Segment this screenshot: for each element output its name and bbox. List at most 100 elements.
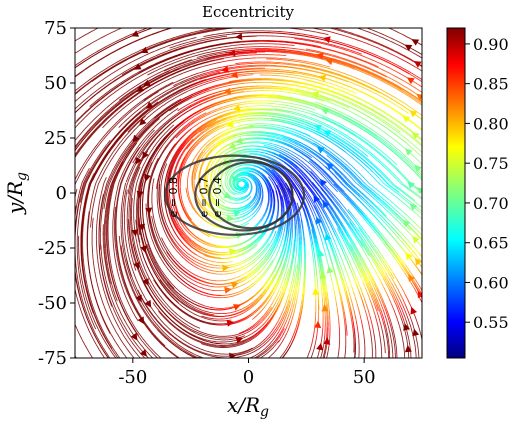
- streamline-segment: [404, 269, 409, 275]
- streamline-segment: [413, 287, 418, 294]
- streamline-segment: [131, 248, 134, 255]
- streamline-segment: [245, 264, 252, 268]
- streamline-segment: [330, 153, 336, 159]
- streamline-segment: [361, 199, 367, 205]
- streamline-segment: [334, 183, 340, 189]
- streamline-segment: [132, 177, 135, 184]
- streamline-segment: [241, 264, 248, 268]
- streamline-segment: [327, 248, 331, 255]
- streamline-segment: [171, 292, 177, 298]
- streamline-segment: [339, 233, 344, 240]
- streamline-segment: [397, 288, 401, 294]
- streamline-segment: [154, 351, 160, 357]
- streamline-segment: [210, 279, 217, 282]
- streamline-segment: [293, 166, 300, 172]
- streamline-segment: [107, 210, 109, 217]
- streamline-segment: [190, 301, 197, 306]
- streamline-segment: [329, 254, 332, 261]
- streamline-segment: [294, 184, 299, 191]
- streamline-segment: [156, 339, 162, 345]
- streamline-segment: [408, 269, 413, 275]
- streamline-segment: [373, 332, 376, 339]
- streamline-segment: [355, 218, 360, 225]
- streamline-segment: [130, 144, 135, 151]
- streamline-segment: [84, 309, 88, 316]
- streamline-segment: [406, 315, 410, 322]
- streamline-segment: [139, 265, 143, 272]
- streamline-segment: [294, 259, 297, 266]
- streamline-segment: [237, 319, 244, 323]
- streamline-segment: [176, 225, 181, 231]
- streamline-segment: [417, 286, 422, 293]
- streamline-segment: [349, 221, 354, 227]
- streamline-segment: [119, 241, 122, 248]
- streamline-segment: [75, 201, 78, 208]
- streamline-segment: [399, 293, 404, 300]
- streamline-segment: [190, 118, 196, 123]
- streamline-segment: [303, 235, 305, 242]
- streamline-segment: [380, 282, 385, 289]
- streamline-segment: [323, 157, 330, 163]
- streamline-segment: [227, 340, 234, 343]
- streamline-segment: [366, 315, 369, 322]
- streamline-segment: [85, 189, 89, 196]
- streamline-segment: [155, 274, 160, 280]
- streamline-segment: [186, 363, 191, 366]
- streamline-segment: [83, 295, 86, 302]
- streamline-segment: [292, 252, 295, 259]
- streamline-segment: [279, 316, 284, 323]
- streamline-segment: [191, 276, 198, 281]
- streamline-segment: [376, 304, 380, 311]
- streamline-segment: [176, 324, 183, 330]
- streamline-segment: [284, 267, 288, 274]
- streamline-segment: [277, 297, 282, 303]
- streamline-segment: [330, 259, 334, 266]
- streamline-segment: [411, 274, 416, 281]
- streamline-segment: [287, 300, 291, 307]
- streamline-segment: [132, 271, 136, 278]
- streamline-segment: [248, 337, 255, 342]
- streamline-segment: [129, 279, 133, 286]
- streamline-segment: [328, 304, 330, 311]
- streamline-segment: [337, 169, 343, 175]
- streamline-segment: [168, 200, 171, 207]
- streamline-segment: [255, 344, 262, 349]
- streamline-segment: [259, 263, 265, 269]
- streamline-segment: [365, 244, 370, 251]
- streamline-segment: [317, 350, 320, 357]
- streamline-segment: [266, 205, 269, 212]
- streamline-segment: [239, 276, 246, 281]
- streamline-segment: [287, 231, 290, 238]
- streamline-segment: [342, 190, 348, 196]
- streamline-segment: [127, 342, 133, 348]
- streamline-segment: [275, 214, 278, 220]
- streamline-segment: [206, 244, 213, 247]
- streamline-segment: [96, 211, 99, 218]
- streamline-segment: [121, 301, 125, 308]
- streamline-segment: [327, 208, 332, 215]
- streamline-segment: [114, 350, 119, 357]
- streamline-segment: [73, 277, 74, 283]
- streamline-segment: [150, 350, 156, 356]
- streamline-segment: [255, 331, 261, 336]
- streamline-segment: [396, 219, 402, 225]
- streamline-segment: [98, 200, 101, 207]
- streamline-segment: [233, 293, 240, 297]
- streamline-segment: [275, 173, 281, 179]
- streamline-segment: [276, 233, 280, 240]
- streamline-segment: [262, 164, 269, 169]
- streamline-segment: [314, 177, 320, 183]
- streamline-segment: [346, 194, 352, 200]
- streamline-segment: [116, 239, 118, 246]
- streamline-segment: [126, 248, 129, 255]
- streamline-segment: [242, 246, 249, 251]
- streamline-segment: [175, 222, 180, 229]
- streamline-segment: [408, 321, 412, 328]
- streamline-segment: [83, 202, 86, 209]
- streamline-segment: [157, 238, 161, 245]
- streamline-segment: [245, 272, 251, 278]
- streamline-segment: [124, 169, 128, 176]
- streamline-segment: [109, 196, 112, 203]
- streamline-segment: [348, 217, 354, 223]
- streamline-segment: [281, 350, 286, 357]
